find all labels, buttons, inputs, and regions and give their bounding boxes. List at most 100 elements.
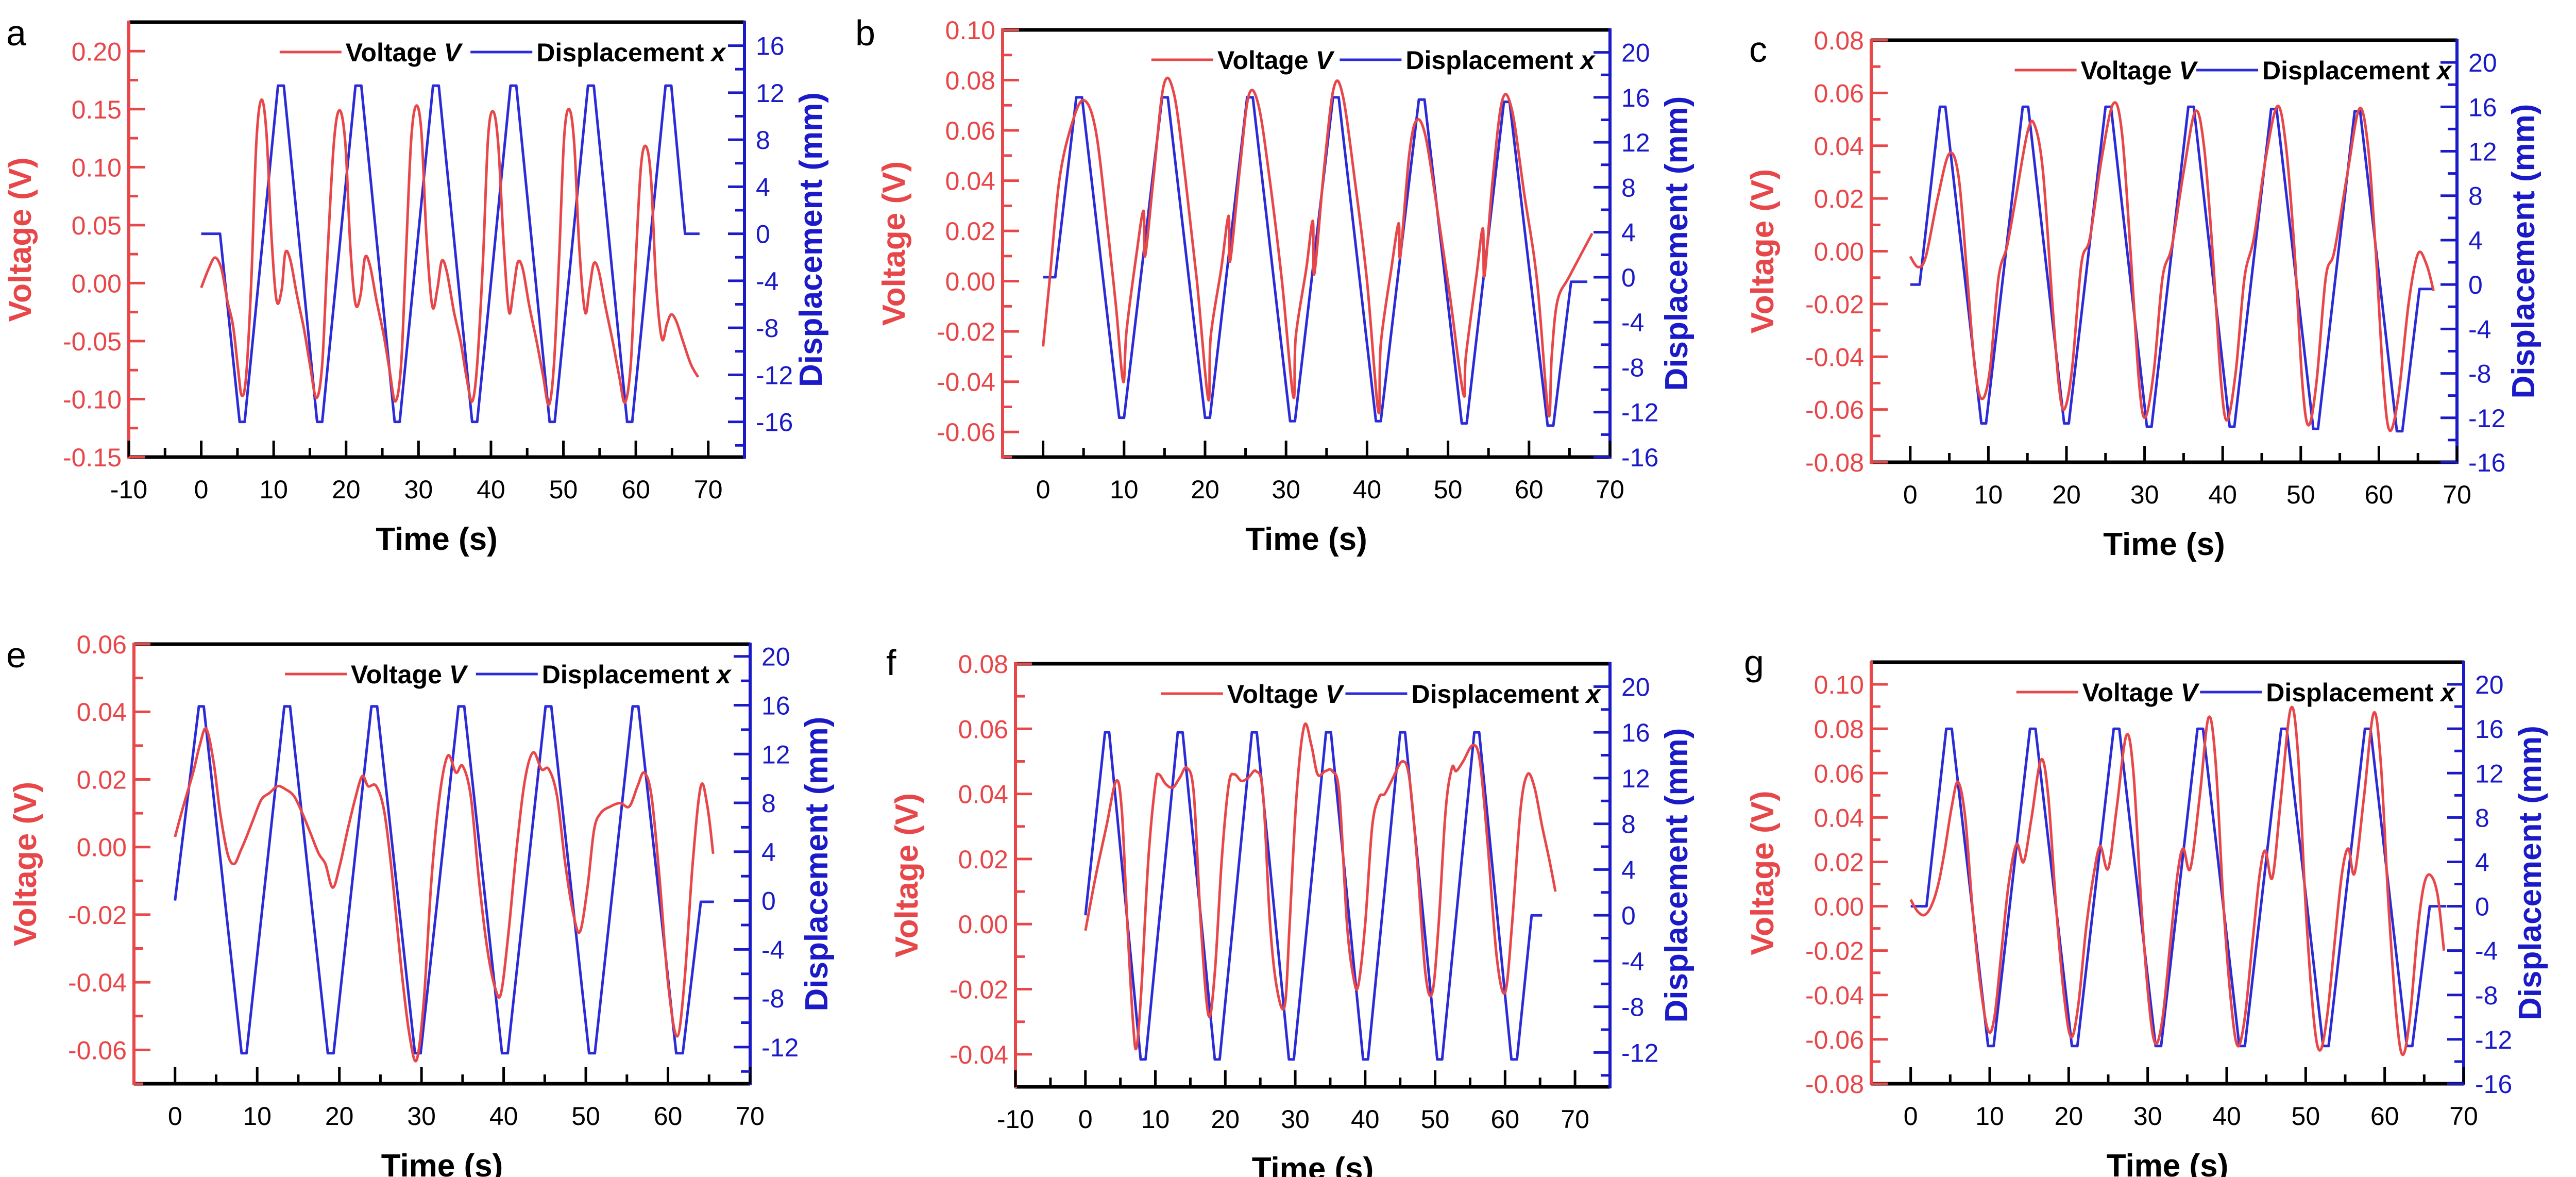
y-right-tick-label: 0 [761, 887, 776, 916]
x-tick-label: 70 [694, 475, 723, 504]
y-left-tick-label: 0.20 [72, 37, 122, 66]
y-left-tick-label: 0.04 [1814, 803, 1864, 832]
y-right-tick-label: 4 [1621, 218, 1636, 247]
x-axis-title: Time (s) [1245, 522, 1367, 557]
y-right-tick-label: -4 [756, 267, 778, 296]
x-tick-label: 10 [1974, 480, 2003, 509]
y-left-tick-label: 0.00 [945, 267, 995, 296]
y-right-tick-label: -16 [756, 408, 793, 437]
x-tick-label: 40 [477, 475, 505, 504]
legend-displacement-label: Displacement x [536, 38, 726, 67]
panel-e: e0 10 20 30 40 50 60 70-0.06-0.04-0.020.000.020… [6, 630, 835, 1177]
legend: Voltage V Displacement x [285, 660, 732, 689]
x-tick-label: 10 [1975, 1102, 2004, 1131]
y-left-tick-label: -0.02 [1805, 937, 1864, 966]
x-tick-label: 10 [1110, 475, 1139, 504]
x-tick-label: 20 [325, 1102, 354, 1131]
y-left-tick-label: -0.02 [1805, 290, 1864, 319]
y-left-tick-label: -0.02 [937, 317, 995, 346]
y-right-tick-label: -12 [2468, 404, 2505, 433]
legend-displacement-symbol: x [715, 660, 732, 689]
legend-voltage-symbol: V [1326, 680, 1345, 709]
x-tick-label: 10 [243, 1102, 272, 1131]
x-tick-label: 50 [571, 1102, 600, 1131]
x-tick-label: 40 [1351, 1105, 1380, 1134]
x-axis-title: Time (s) [2103, 527, 2225, 562]
y-left-tick-label: -0.08 [1805, 448, 1864, 477]
y-right-tick-label: 4 [2475, 848, 2489, 877]
x-tick-label: 50 [549, 475, 578, 504]
voltage-line [1084, 722, 1557, 1051]
y-left-tick-label: -0.02 [68, 901, 127, 930]
voltage-line [1909, 101, 2435, 432]
y-left-tick-label: -0.04 [1805, 343, 1864, 372]
x-axis-title: Time (s) [1252, 1151, 1374, 1177]
y-left-tick-label: -0.06 [1805, 396, 1864, 425]
y-right-tick-label: 12 [756, 79, 785, 108]
y-right-tick-label: 20 [761, 643, 790, 671]
displacement-line [1084, 731, 1543, 1061]
y-right-tick-label: -16 [2475, 1070, 2512, 1099]
y-right-tick-label: -8 [756, 314, 778, 343]
x-tick-label: 10 [1141, 1105, 1170, 1134]
y-right-tick-label: -12 [2475, 1025, 2512, 1054]
y-left-axis-title: Voltage (V) [1745, 169, 1781, 333]
x-tick-label: 60 [654, 1102, 683, 1131]
x-tick-label: 50 [1421, 1105, 1450, 1134]
legend-displacement-label: Displacement x [1411, 680, 1601, 709]
y-right-tick-label: 0 [2475, 893, 2489, 921]
panel-letter: a [6, 13, 26, 53]
legend-voltage-symbol: V [2181, 678, 2200, 707]
y-right-tick-label: -12 [1621, 1038, 1658, 1067]
y-left-tick-label: 0.06 [1814, 79, 1864, 108]
x-tick-label: 10 [259, 475, 288, 504]
y-left-tick-label: 0.08 [958, 650, 1008, 679]
x-tick-label: 40 [1353, 475, 1382, 504]
y-right-tick-label: -4 [761, 935, 784, 964]
x-tick-label: 30 [2133, 1102, 2162, 1131]
x-tick-label: -10 [997, 1105, 1034, 1134]
legend: Voltage V Displacement x [2014, 56, 2452, 85]
legend: Voltage V Displacement x [1151, 46, 1596, 75]
x-tick-label: 0 [1904, 1102, 1918, 1131]
y-right-tick-label: 12 [2475, 759, 2504, 788]
legend-voltage-symbol: V [1316, 46, 1335, 75]
y-left-tick-label: 0.05 [72, 211, 122, 240]
legend-displacement-label: Displacement x [2266, 678, 2456, 707]
y-left-tick-label: 0.02 [1814, 848, 1864, 877]
y-right-tick-label: -12 [1621, 398, 1658, 427]
x-tick-label: 20 [1211, 1105, 1240, 1134]
y-right-tick-label: 0 [1621, 263, 1636, 292]
plot-area [1042, 76, 1594, 427]
y-right-tick-label: -16 [2468, 448, 2505, 477]
y-left-tick-label: 0.08 [1814, 715, 1864, 744]
y-right-tick-label: 16 [1621, 718, 1650, 747]
y-left-tick-label: -0.06 [68, 1036, 127, 1065]
y-right-tick-label: -4 [1621, 308, 1644, 337]
displacement-line [1910, 727, 2447, 1048]
x-tick-label: 50 [2286, 480, 2315, 509]
legend: Voltage V Displacement x [279, 38, 726, 67]
x-tick-label: 50 [2292, 1102, 2320, 1131]
y-right-axis-title: Displacement (mm) [1659, 96, 1694, 391]
y-right-tick-label: 4 [756, 173, 770, 201]
x-tick-label: 40 [2208, 480, 2237, 509]
y-left-axis-title: Voltage (V) [1745, 791, 1781, 955]
x-tick-label: -10 [110, 475, 147, 504]
x-axis-title: Time (s) [381, 1148, 503, 1177]
y-left-axis-title: Voltage (V) [889, 793, 925, 957]
y-left-axis-title: Voltage (V) [8, 782, 43, 946]
y-right-axis-title: Displacement (mm) [2506, 104, 2541, 399]
y-left-tick-label: 0.06 [958, 715, 1008, 744]
y-right-tick-label: -8 [761, 984, 784, 1013]
y-right-axis-title: Displacement (mm) [2513, 726, 2548, 1020]
legend-voltage-symbol: V [2179, 56, 2198, 85]
y-left-axis-title: Voltage (V) [876, 161, 912, 326]
y-left-tick-label: 0.06 [945, 116, 995, 145]
y-right-tick-label: -8 [2468, 360, 2491, 389]
x-tick-label: 40 [489, 1102, 518, 1131]
y-right-tick-label: -16 [1621, 443, 1658, 472]
y-left-tick-label: -0.04 [68, 968, 127, 997]
y-right-tick-label: 8 [761, 789, 776, 818]
